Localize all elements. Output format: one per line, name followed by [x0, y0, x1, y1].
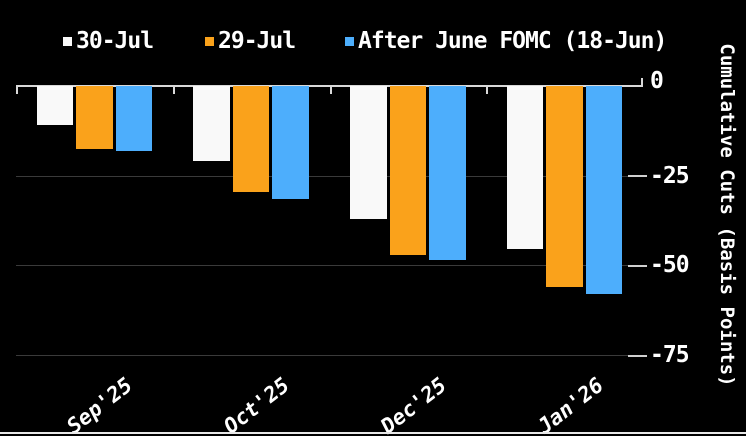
gridline--50 [16, 265, 628, 267]
bottom-border-line [0, 432, 746, 434]
x-axis-label-Sep25: Sep'25 [62, 373, 138, 436]
legend-swatch-icon [205, 37, 214, 46]
legend-swatch-icon [63, 37, 72, 46]
bar-Oct25-after-june-fomc-18-jun- [272, 86, 309, 199]
zero-axis-right-end-tick [641, 78, 643, 86]
legend-item-after-june-fomc-18-jun-: After June FOMC (18-Jun) [345, 28, 667, 54]
gridline--75 [16, 355, 628, 356]
x-axis-label-Oct25: Oct'25 [219, 373, 294, 436]
legend-label: 30-Jul [76, 28, 154, 54]
legend-item-29-jul: 29-Jul [205, 28, 296, 54]
bar-Sep25-after-june-fomc-18-jun- [115, 86, 153, 151]
axis-tick-down-0 [16, 87, 18, 94]
bar-Dec25-29-jul [389, 86, 427, 255]
y-axis-title: Cumulative Cuts (Basis Points) [716, 43, 738, 387]
bar-Sep25-30-jul [36, 86, 74, 126]
y-axis-tick--75 [628, 354, 647, 357]
bar-Jan26-30-jul [506, 86, 544, 250]
y-axis-tick--50 [628, 264, 647, 267]
bar-Oct25-30-jul [193, 86, 230, 162]
gridline--25 [16, 175, 628, 177]
y-axis-tick-label--75: -75 [650, 342, 690, 368]
legend-swatch-icon [345, 37, 354, 46]
axis-tick-down-1 [172, 87, 175, 94]
legend-label: 29-Jul [218, 28, 296, 54]
y-axis-tick-label--50: -50 [650, 252, 690, 279]
y-axis-tick-label-0: 0 [650, 68, 664, 94]
bar-Jan26-29-jul [546, 86, 583, 287]
zero-axis-line [16, 85, 643, 87]
axis-tick-down-2 [329, 87, 332, 94]
x-axis-label-Jan26: Jan'26 [532, 373, 608, 436]
legend-item-30-jul: 30-Jul [63, 28, 154, 54]
y-axis-tick-label--25: -25 [650, 162, 690, 189]
bar-Sep25-29-jul [76, 86, 113, 149]
bar-Dec25-after-june-fomc-18-jun- [429, 86, 466, 260]
x-axis-label-Dec25: Dec'25 [376, 373, 451, 436]
bar-Oct25-29-jul [232, 86, 270, 192]
bar-Dec25-30-jul [350, 86, 387, 219]
legend-label: After June FOMC (18-Jun) [358, 28, 667, 54]
bar-Jan26-after-june-fomc-18-jun- [585, 86, 623, 295]
y-axis-tick--25 [628, 175, 647, 178]
axis-tick-down-3 [486, 87, 489, 94]
